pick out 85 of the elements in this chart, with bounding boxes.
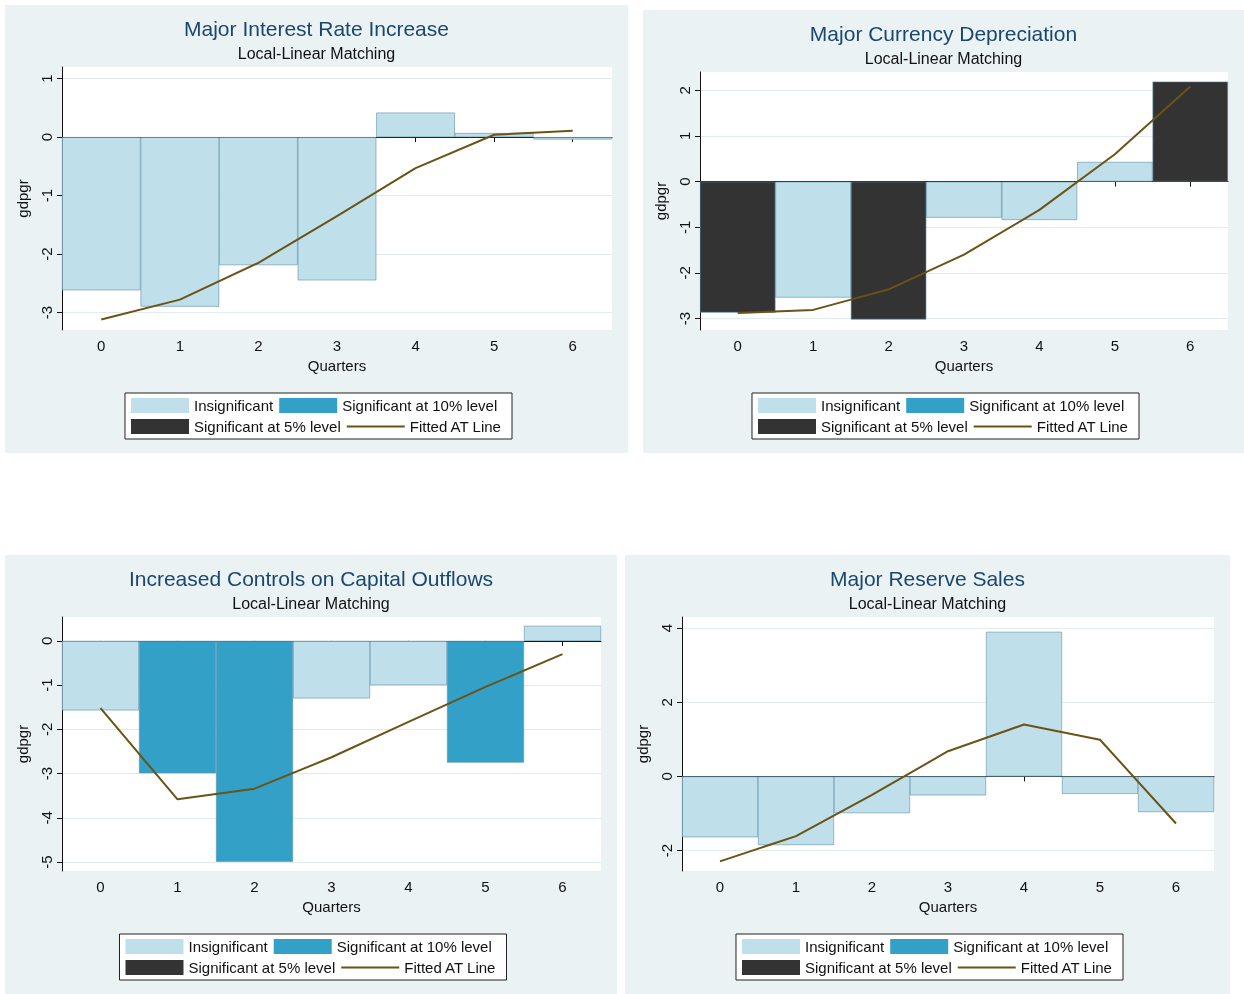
chart-subtitle: Local-Linear Matching xyxy=(848,594,1007,612)
x-axis-title: Quarters xyxy=(918,897,978,915)
y-tick-label: -2 xyxy=(38,722,55,737)
legend-label: Fitted AT Line xyxy=(404,959,496,976)
x-tick-label: 6 xyxy=(558,878,567,895)
x-tick-label: 4 xyxy=(1035,337,1044,354)
y-tick-label: -2 xyxy=(38,247,55,261)
y-tick-label: 0 xyxy=(676,177,693,186)
x-tick-label: 5 xyxy=(489,337,499,354)
y-tick-label: -2 xyxy=(676,266,693,280)
x-tick-label: 5 xyxy=(481,878,490,895)
x-axis-title: Quarters xyxy=(302,897,361,915)
chart-title: Increased Controls on Capital Outflows xyxy=(128,567,494,590)
y-tick-label: -3 xyxy=(676,311,693,326)
x-tick-label: 5 xyxy=(1110,337,1120,354)
y-tick-label: 0 xyxy=(658,772,675,781)
y-tick-label: -4 xyxy=(38,811,55,825)
y-axis-title: gdpgr xyxy=(652,181,669,221)
y-axis-title: gdpgr xyxy=(634,724,651,764)
x-tick-label: 3 xyxy=(327,878,336,895)
y-tick-label: 2 xyxy=(676,86,693,95)
x-tick-label: 3 xyxy=(332,337,342,354)
legend-label: Significant at 5% level xyxy=(804,959,952,976)
y-tick-label: 1 xyxy=(38,74,55,83)
legend-label: Insignificant xyxy=(804,938,886,955)
line-series xyxy=(100,129,574,321)
y-tick-label: -1 xyxy=(38,678,55,692)
chart-title: Major Reserve Sales xyxy=(830,567,1025,590)
chart-subtitle: Local-Linear Matching xyxy=(864,49,1023,67)
legend-label: Fitted AT Line xyxy=(409,418,501,435)
y-tick-label: -3 xyxy=(38,766,55,781)
line-series xyxy=(719,723,1177,863)
legend-label: Significant at 10% level xyxy=(969,397,1125,414)
legend-label: Significant at 10% level xyxy=(336,938,492,955)
legend-label: Insignificant xyxy=(193,397,275,414)
legend-label: Significant at 10% level xyxy=(953,938,1109,955)
legend-label: Fitted AT Line xyxy=(1036,418,1128,435)
x-tick-label: 2 xyxy=(884,337,893,354)
x-tick-label: 2 xyxy=(254,337,263,354)
y-tick-label: -3 xyxy=(38,305,55,320)
chart-subtitle: Local-Linear Matching xyxy=(237,44,396,62)
x-tick-label: 1 xyxy=(791,878,801,895)
x-tick-label: 4 xyxy=(411,337,420,354)
y-tick-label: -1 xyxy=(38,188,55,203)
x-tick-label: 0 xyxy=(97,337,106,354)
x-tick-label: 6 xyxy=(1186,337,1195,354)
x-tick-label: 5 xyxy=(1095,878,1105,895)
x-tick-label: 2 xyxy=(867,878,877,895)
y-tick-label: 0 xyxy=(38,636,55,646)
legend-label: Insignificant xyxy=(820,397,902,414)
y-tick-label: 0 xyxy=(38,132,55,142)
y-axis-title: gdpgr xyxy=(14,179,31,218)
legend-label: Significant at 5% level xyxy=(193,418,341,435)
x-tick-label: 0 xyxy=(715,878,725,895)
legend-label: Significant at 5% level xyxy=(820,418,968,435)
line-series xyxy=(99,653,564,801)
x-axis-title: Quarters xyxy=(307,356,367,374)
chart-title: Major Currency Depreciation xyxy=(809,22,1078,45)
x-tick-label: 3 xyxy=(959,337,969,354)
x-tick-label: 3 xyxy=(943,878,953,895)
x-tick-label: 0 xyxy=(96,878,105,895)
x-tick-label: 1 xyxy=(175,337,185,354)
line-series xyxy=(736,85,1192,315)
x-tick-label: 1 xyxy=(808,337,818,354)
x-tick-label: 6 xyxy=(568,337,577,354)
y-tick-label: 4 xyxy=(658,623,675,633)
y-tick-label: 1 xyxy=(676,131,693,141)
y-axis-title: gdpgr xyxy=(14,724,31,764)
chart-subtitle: Local-Linear Matching xyxy=(232,594,390,612)
y-tick-label: -2 xyxy=(658,843,675,858)
x-tick-label: 2 xyxy=(250,878,259,895)
x-tick-label: 1 xyxy=(173,878,182,895)
y-tick-label: -5 xyxy=(38,855,55,869)
y-tick-label: 2 xyxy=(658,698,675,707)
x-tick-label: 4 xyxy=(404,878,413,895)
chart-title: Major Interest Rate Increase xyxy=(184,17,449,40)
x-tick-label: 0 xyxy=(733,337,742,354)
legend-label: Fitted AT Line xyxy=(1020,959,1112,976)
y-tick-label: -1 xyxy=(676,220,693,234)
legend-label: Significant at 5% level xyxy=(188,959,336,976)
x-axis-title: Quarters xyxy=(934,356,994,374)
x-tick-label: 6 xyxy=(1171,878,1181,895)
legend-label: Insignificant xyxy=(188,938,269,955)
x-tick-label: 4 xyxy=(1019,878,1029,895)
legend-label: Significant at 10% level xyxy=(342,397,498,414)
